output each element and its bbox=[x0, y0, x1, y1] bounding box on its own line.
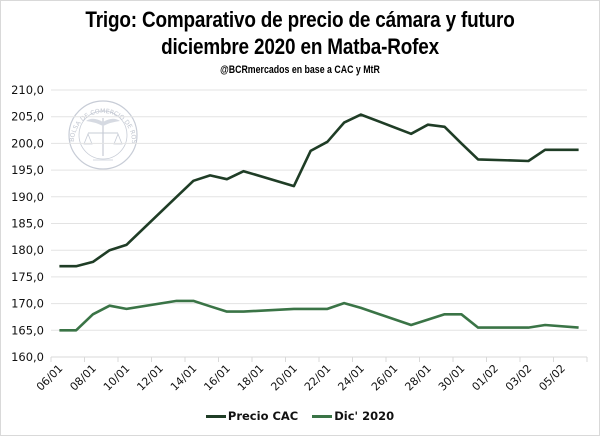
x-tick-label: 24/01 bbox=[335, 362, 367, 394]
y-tick-label: 200,0 bbox=[11, 136, 44, 150]
x-tick-label: 14/01 bbox=[168, 362, 200, 394]
gridlines bbox=[51, 89, 587, 331]
series-line-dic-2020 bbox=[59, 299, 579, 332]
chart-subtitle: @BCRmercados en base a CAC y MtR bbox=[220, 64, 380, 76]
scale-pan-left-icon bbox=[83, 132, 93, 145]
y-tick-label: 190,0 bbox=[11, 190, 44, 204]
x-tick-label: 03/02 bbox=[503, 362, 535, 394]
y-tick-label: 195,0 bbox=[11, 163, 44, 177]
x-tick-label: 26/01 bbox=[369, 362, 401, 394]
y-tick-label: 205,0 bbox=[11, 110, 44, 124]
y-axis-labels: 160,0 165,0 170,0 175,0 180,0 185,0 190,0 195,0… bbox=[11, 83, 44, 364]
x-axis: 06/01 08/01 10/01 12/01 14/01 16/01 18/01 20/01… bbox=[34, 356, 588, 394]
y-tick-label: 175,0 bbox=[11, 270, 44, 284]
x-tick-label: 06/01 bbox=[34, 362, 66, 394]
caduceus-wings-icon bbox=[86, 118, 120, 126]
series-lines bbox=[59, 113, 579, 332]
legend-item-precio-cac[interactable]: Precio CAC bbox=[205, 409, 299, 423]
scale-pan-right-icon bbox=[113, 132, 123, 145]
chart-legend: Precio CAC Dic' 2020 bbox=[0, 409, 600, 423]
legend-label-precio-cac: Precio CAC bbox=[227, 409, 299, 423]
x-tick-label: 01/02 bbox=[469, 362, 501, 394]
seal-inner-ring bbox=[78, 110, 128, 160]
y-tick-label: 180,0 bbox=[11, 243, 44, 257]
x-tick-label: 12/01 bbox=[134, 362, 166, 394]
y-tick-label: 185,0 bbox=[11, 217, 44, 231]
x-tick-label: 30/01 bbox=[436, 362, 468, 394]
x-tick-label: 22/01 bbox=[302, 362, 334, 394]
x-tick-label: 05/02 bbox=[536, 362, 568, 394]
chart-title: Trigo: Comparativo de precio de cámara y… bbox=[42, 6, 558, 60]
x-tick-label: 08/01 bbox=[67, 362, 99, 394]
chart-title-line-1: Trigo: Comparativo de precio de cámara y… bbox=[85, 7, 515, 32]
legend-label-dic-2020: Dic' 2020 bbox=[334, 409, 395, 423]
y-tick-label: 210,0 bbox=[11, 83, 44, 97]
legend-swatch-precio-cac bbox=[205, 414, 226, 418]
x-tick-label: 18/01 bbox=[235, 362, 267, 394]
x-tick-label: 20/01 bbox=[268, 362, 300, 394]
seal-outer-ring bbox=[68, 100, 138, 170]
legend-swatch-dic-2020 bbox=[312, 414, 333, 418]
y-tick-label: 165,0 bbox=[11, 323, 44, 337]
x-tick-label: 10/01 bbox=[101, 362, 133, 394]
x-tick-label: 28/01 bbox=[402, 362, 434, 394]
chart-title-line-2: diciembre 2020 en Matba-Rofex bbox=[161, 34, 439, 59]
y-tick-label: 170,0 bbox=[11, 297, 44, 311]
legend-item-dic-2020[interactable]: Dic' 2020 bbox=[312, 409, 394, 423]
y-tick-label: 160,0 bbox=[11, 350, 44, 364]
x-tick-label: 16/01 bbox=[201, 362, 233, 394]
